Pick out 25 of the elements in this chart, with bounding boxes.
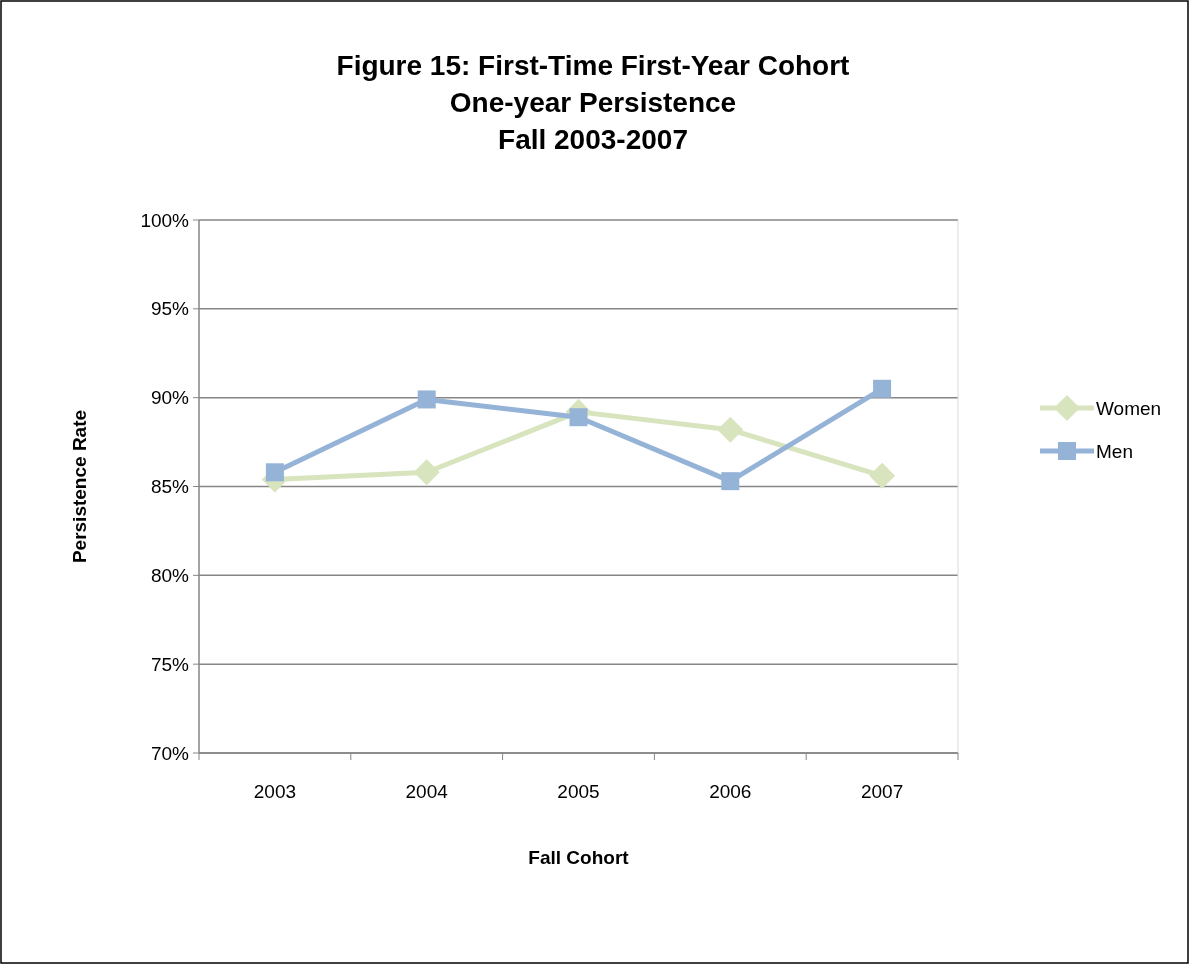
x-tick-label: 2005	[557, 781, 600, 802]
point	[417, 390, 436, 409]
x-tick-label: 2007	[860, 781, 904, 802]
point	[265, 463, 284, 482]
y-tick-label: 80%	[150, 564, 190, 586]
y-axis-title: Persistence Rate	[69, 409, 90, 564]
y-tick-label: 90%	[150, 387, 190, 409]
chart-title: Figure 15: First-Time First-Year Cohort One-year Persistence Fall 2003-2007	[336, 50, 850, 155]
y-tick-label: 85%	[150, 476, 190, 498]
y-tick-label: 75%	[150, 653, 190, 675]
y-tick-label: 100%	[140, 209, 190, 231]
point	[721, 472, 740, 491]
point	[569, 408, 588, 427]
legend-label: Men	[1096, 440, 1133, 462]
y-tick-label: 70%	[150, 742, 190, 764]
legend-label: Women	[1096, 397, 1162, 419]
point	[869, 462, 896, 489]
x-tick-label: 2006	[709, 781, 752, 802]
y-tick-label: 95%	[150, 298, 190, 320]
x-tick-label: 2004	[405, 781, 449, 802]
x-tick-label: 2003	[253, 781, 297, 802]
point	[717, 416, 744, 443]
point	[413, 459, 440, 486]
point	[873, 379, 892, 398]
x-axis-title: Fall Cohort	[528, 847, 630, 868]
